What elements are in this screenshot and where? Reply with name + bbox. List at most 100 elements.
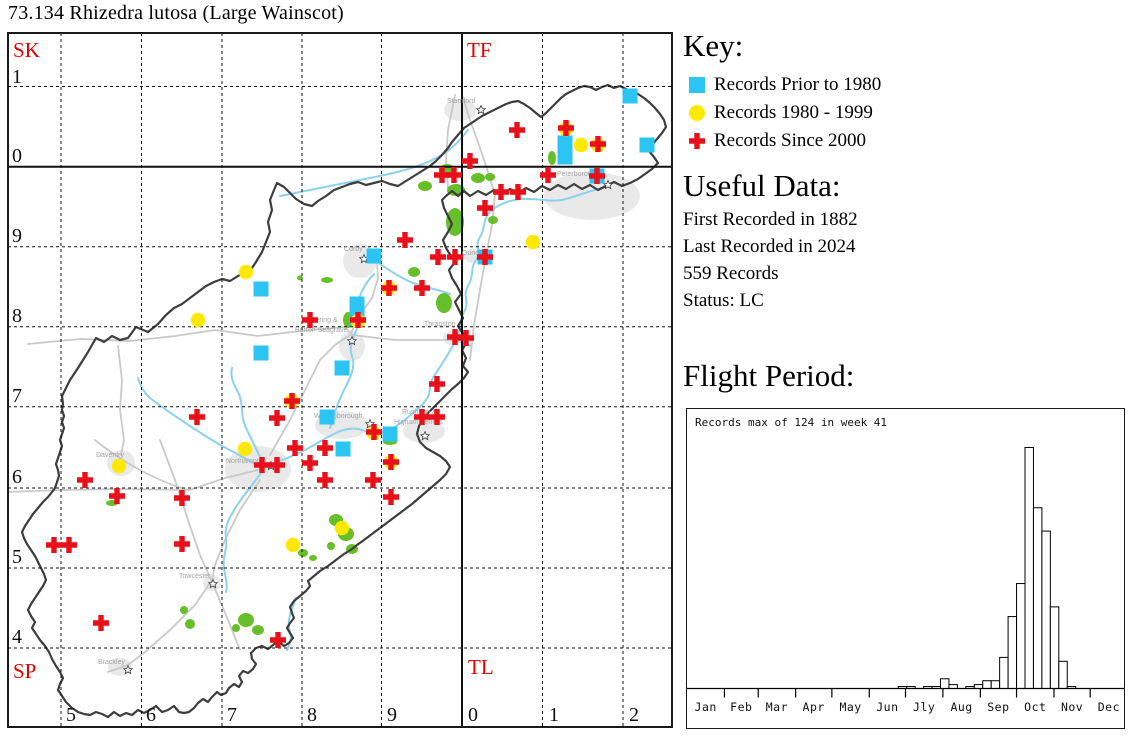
record-cross [269,410,285,426]
record-cross [174,536,190,552]
last-recorded: Last Recorded in 2024 [683,236,856,257]
town-label: Higham Ferrers [394,419,443,426]
yellow-circle-icon [689,105,705,121]
histogram-bar [1007,616,1018,689]
town-labels: Stamford Peterborough Corby Oundle Kettering… [96,98,613,675]
grid-number: 8 [307,704,317,726]
record-cross [61,537,77,553]
histogram-bar [982,680,992,690]
record-circle [285,537,301,553]
month-label: Nov [1061,700,1083,714]
record-square [335,441,351,457]
record-square [557,149,573,165]
histogram-bar [990,680,1001,690]
grid-number: 0 [468,704,478,726]
record-square [639,137,655,153]
month-label: Sep [987,700,1009,714]
record-cross [93,615,109,631]
flight-period-heading: Flight Period: [683,358,855,393]
month-label: Jun [876,700,898,714]
record-circle [237,441,253,457]
town-label: Kettering & [303,317,338,324]
town-areas [107,99,640,676]
record-circle [238,264,254,280]
record-circle [190,312,206,328]
record-circle [334,520,350,536]
town-label: Stamford [447,98,476,105]
town-label: Northampton [226,458,267,465]
legend-label: Records Since 2000 [714,130,866,151]
histogram-bar [1024,447,1034,689]
month-label: Aug [950,700,972,714]
record-cross [77,472,93,488]
record-square [253,345,269,361]
town-label: Thrapston [424,321,456,328]
blue-square-icon [689,77,705,93]
page-title: 73.134 Rhizedra lutosa (Large Wainscot) [8,2,344,24]
record-square [622,88,638,104]
record-cross [46,537,62,553]
town-label: Burton Seagrave [295,327,348,334]
county-boundary [20,83,668,719]
histogram-bar [1049,606,1060,689]
grid-number: 8 [12,305,22,327]
grid-number: 5 [12,546,22,568]
grid-letter-TF: TF [467,38,492,62]
histogram-bar [999,656,1009,689]
grid-number: 9 [12,225,22,247]
record-cross [558,120,574,136]
record-cross [383,454,399,470]
record-cross [302,312,318,328]
grid-number: 0 [12,145,22,167]
record-square [349,296,365,312]
record-cross [383,489,399,505]
legend-item-1980-1999: Records 1980 - 1999 [689,102,873,124]
month-label: May [839,700,861,714]
grid-number: 2 [629,704,639,726]
grid-number: 5 [66,704,76,726]
grid-letter-SK: SK [13,38,40,62]
record-square [366,248,382,264]
town-label: Corby [344,246,363,253]
record-square [319,409,335,425]
record-cross [397,232,413,248]
histogram-bar [1016,583,1026,689]
town-star-icon [476,105,486,115]
grid-number: 7 [12,385,22,407]
month-label: Jly [913,700,935,714]
first-recorded: First Recorded in 1882 [683,209,858,230]
flight-period-chart: Records max of 124 in week 41 Jan Feb Mar Ap… [686,408,1125,729]
month-label: Mar [766,700,788,714]
histogram-bar [1032,507,1043,689]
town-area-rushden-- [403,419,445,443]
record-cross [189,409,205,425]
grid-letter-TL: TL [468,655,494,679]
record-cross [540,167,556,183]
month-label: Jan [695,700,717,714]
rivers [137,129,604,651]
woodland-patches [106,151,556,635]
record-cross [477,200,493,216]
grid-number: 9 [387,704,397,726]
record-cross [509,122,525,138]
legend-label: Records 1980 - 1999 [714,102,873,123]
useful-data-heading: Useful Data: [683,168,841,203]
status: Status: LC [683,290,764,311]
histogram-bar [1041,530,1051,689]
grid-number: 1 [12,66,22,88]
town-label: Oundle [462,250,485,257]
record-cross [287,440,303,456]
info-panel: Key: Records Prior to 1980 Records 1980 … [683,0,1130,733]
histogram-bar [1058,660,1068,689]
record-square [382,426,398,442]
town-label: Peterborough [557,171,600,178]
grid-number: 1 [549,704,559,726]
record-cross [590,136,606,152]
town-label: Brackley [98,659,125,666]
red-cross-icon [689,133,705,149]
month-label: Apr [803,700,825,714]
record-cross [430,249,446,265]
legend-item-since-2000: Records Since 2000 [689,130,866,152]
